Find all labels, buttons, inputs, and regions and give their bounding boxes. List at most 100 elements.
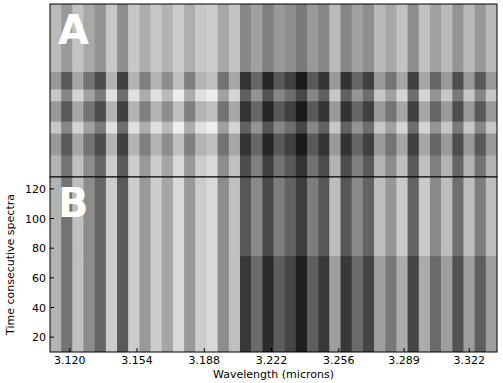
cell bbox=[307, 155, 319, 177]
cell bbox=[84, 121, 96, 133]
cell bbox=[106, 256, 118, 352]
cell bbox=[307, 89, 319, 101]
cell bbox=[329, 177, 341, 256]
cell bbox=[385, 121, 397, 133]
cell bbox=[475, 121, 487, 133]
cell bbox=[296, 89, 308, 101]
cell bbox=[84, 155, 96, 177]
cell bbox=[262, 71, 274, 89]
cell bbox=[285, 89, 297, 101]
cell bbox=[441, 177, 453, 256]
cell bbox=[262, 4, 274, 72]
cell bbox=[184, 256, 196, 352]
cell bbox=[173, 155, 185, 177]
cell bbox=[151, 101, 163, 122]
cell bbox=[285, 4, 297, 72]
cell bbox=[106, 155, 118, 177]
cell bbox=[50, 89, 62, 101]
frame bbox=[50, 4, 497, 177]
cell bbox=[72, 155, 84, 177]
cell bbox=[72, 121, 84, 133]
cell bbox=[195, 89, 207, 101]
cell bbox=[151, 155, 163, 177]
cell bbox=[274, 155, 286, 177]
cell bbox=[374, 133, 386, 155]
cell bbox=[162, 71, 174, 89]
cell bbox=[419, 121, 431, 133]
cell bbox=[151, 256, 163, 352]
cell bbox=[463, 177, 475, 256]
cell bbox=[441, 155, 453, 177]
cell bbox=[173, 101, 185, 122]
cell bbox=[95, 177, 107, 256]
cell bbox=[341, 89, 353, 101]
cell bbox=[229, 155, 241, 177]
cell bbox=[441, 121, 453, 133]
cell bbox=[206, 121, 218, 133]
cell bbox=[128, 101, 140, 122]
cell bbox=[206, 89, 218, 101]
cell bbox=[139, 4, 151, 72]
cell bbox=[419, 101, 431, 122]
cell bbox=[396, 177, 408, 256]
cell bbox=[229, 256, 241, 352]
cell bbox=[240, 155, 252, 177]
cell bbox=[363, 101, 375, 122]
cell bbox=[184, 155, 196, 177]
cell bbox=[363, 155, 375, 177]
cell bbox=[262, 121, 274, 133]
cell bbox=[475, 256, 487, 352]
cell bbox=[486, 71, 497, 89]
cell bbox=[106, 4, 118, 72]
cell bbox=[50, 256, 62, 352]
x-tick bbox=[404, 348, 405, 352]
cell bbox=[475, 177, 487, 256]
cell bbox=[184, 133, 196, 155]
x-tick bbox=[204, 348, 205, 352]
cell bbox=[61, 133, 73, 155]
cell bbox=[452, 71, 464, 89]
cell bbox=[173, 89, 185, 101]
figure: AB3.1203.1543.1883.2223.2563.2893.322204… bbox=[0, 0, 503, 383]
cell bbox=[61, 89, 73, 101]
cell bbox=[329, 101, 341, 122]
cell bbox=[162, 155, 174, 177]
cell bbox=[318, 4, 330, 72]
cell bbox=[95, 256, 107, 352]
cell bbox=[441, 4, 453, 72]
x-tick-label: 3.289 bbox=[388, 354, 420, 367]
cell bbox=[274, 177, 286, 256]
cell bbox=[184, 89, 196, 101]
cell bbox=[251, 89, 263, 101]
panel-letter: B bbox=[58, 180, 89, 226]
cell bbox=[318, 256, 330, 352]
cell bbox=[374, 121, 386, 133]
cell bbox=[262, 133, 274, 155]
cell bbox=[251, 177, 263, 256]
cell bbox=[452, 101, 464, 122]
cell bbox=[218, 4, 230, 72]
cell bbox=[419, 256, 431, 352]
cell bbox=[352, 177, 364, 256]
cell bbox=[419, 89, 431, 101]
cell bbox=[385, 155, 397, 177]
cell bbox=[341, 101, 353, 122]
cell bbox=[307, 71, 319, 89]
cell bbox=[262, 256, 274, 352]
cell bbox=[475, 133, 487, 155]
cell bbox=[151, 4, 163, 72]
cell bbox=[262, 89, 274, 101]
cell bbox=[396, 133, 408, 155]
cell bbox=[341, 4, 353, 72]
cell bbox=[318, 71, 330, 89]
cell bbox=[430, 71, 442, 89]
cell bbox=[184, 121, 196, 133]
cell bbox=[61, 121, 73, 133]
cell bbox=[486, 155, 497, 177]
cell bbox=[408, 155, 420, 177]
cell bbox=[195, 133, 207, 155]
frame bbox=[50, 177, 497, 352]
cell bbox=[396, 101, 408, 122]
cell bbox=[307, 133, 319, 155]
cell bbox=[430, 177, 442, 256]
